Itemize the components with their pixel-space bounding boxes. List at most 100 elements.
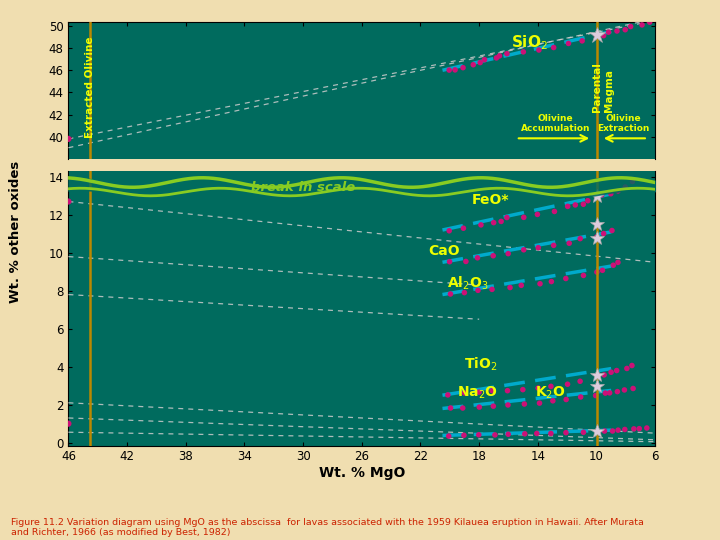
Point [577,200,589,208]
Point [444,226,455,235]
Point [545,382,557,391]
Point [479,56,490,64]
Point [533,244,544,252]
Point [562,202,573,211]
Point [501,213,513,222]
Point [459,389,470,397]
Point [611,387,623,396]
Text: Na$_2$O: Na$_2$O [457,385,498,401]
Point [577,271,589,280]
Point [570,201,581,210]
Point [612,258,624,267]
Point [518,48,529,56]
Text: FeO*: FeO* [472,193,509,207]
Point [473,388,485,396]
Point [590,32,602,40]
Point [517,386,528,394]
Point [591,233,603,241]
Point [598,230,609,238]
Point [503,249,514,258]
Point [597,266,608,275]
Point [593,372,604,380]
Point [475,220,487,229]
Point [444,66,455,75]
Point [591,192,603,201]
Point [577,37,588,45]
Text: Parental
Magma: Parental Magma [592,62,613,112]
Point [474,58,486,67]
Point [473,430,485,439]
Point [590,392,601,400]
Point [502,387,513,395]
Point [575,393,586,401]
Point [575,377,586,386]
Point [611,26,623,35]
Point [582,197,593,205]
Point [444,258,455,266]
Point [458,224,469,233]
Point [472,253,483,262]
Text: TiO$_2$: TiO$_2$ [464,356,498,373]
Point [488,218,500,227]
Point [636,21,648,29]
Text: Olivine
Accumulation: Olivine Accumulation [521,114,590,133]
Point [596,191,608,199]
Point [63,197,74,206]
Point [605,190,616,198]
Point [518,246,529,254]
Point [575,234,586,243]
Point [591,268,603,276]
Point [534,279,546,288]
Point [503,430,514,438]
Point [560,428,572,437]
Point [548,241,559,249]
Point [560,395,572,404]
Point [467,60,479,69]
Point [577,428,589,437]
Text: Wt. % other oxides: Wt. % other oxides [9,161,22,303]
Point [533,46,544,55]
Point [611,366,622,375]
Text: Figure 11.2 Variation diagram using MgO as the abscissa  for lavas associated wi: Figure 11.2 Variation diagram using MgO … [11,518,644,537]
Point [458,431,469,440]
Text: break in scale: break in scale [251,181,355,194]
Point [606,226,618,235]
Point [641,424,652,433]
Point [548,43,559,52]
Point [598,370,610,379]
Point [560,274,572,283]
Point [503,401,514,409]
Point [534,399,545,408]
Point [563,39,575,48]
Text: K$_2$O: K$_2$O [535,385,565,401]
Point [627,384,639,393]
Point [531,429,543,438]
Point [445,404,456,413]
Point [443,432,454,441]
Point [474,403,485,411]
Point [599,427,611,435]
Point [626,177,638,186]
Point [625,22,636,31]
Point [519,429,531,438]
Point [460,257,472,266]
Point [442,390,454,399]
Point [564,239,575,247]
Point [621,364,633,373]
Point [518,213,529,222]
Text: Al$_2$O$_3$: Al$_2$O$_3$ [447,275,488,292]
Point [606,368,617,376]
Text: Olivine
Extraction: Olivine Extraction [597,114,649,133]
Point [547,396,559,405]
Point [628,424,639,433]
Point [501,49,513,58]
Point [546,277,557,286]
Point [626,361,638,370]
Text: SiO$_2$: SiO$_2$ [511,33,549,52]
Point [449,65,461,74]
Point [487,402,499,410]
Point [619,25,631,34]
Point [532,384,544,393]
Point [549,207,560,216]
Point [504,283,516,292]
